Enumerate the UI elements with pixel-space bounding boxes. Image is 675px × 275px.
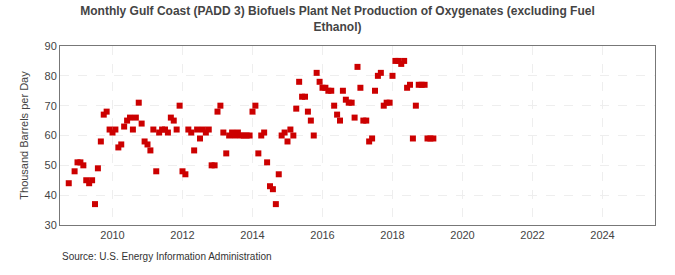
svg-text:2020: 2020 (450, 229, 474, 241)
svg-text:30: 30 (45, 219, 57, 231)
svg-text:40: 40 (45, 189, 57, 201)
svg-text:Thousand Barrels per Day: Thousand Barrels per Day (18, 71, 30, 200)
svg-text:2014: 2014 (240, 229, 264, 241)
svg-text:2012: 2012 (170, 229, 194, 241)
svg-text:2016: 2016 (310, 229, 334, 241)
svg-text:Monthly Gulf Coast (PADD 3) Bi: Monthly Gulf Coast (PADD 3) Biofuels Pla… (80, 4, 594, 34)
svg-text:90: 90 (45, 40, 57, 52)
svg-text:2022: 2022 (520, 229, 544, 241)
svg-text:50: 50 (45, 159, 57, 171)
svg-text:60: 60 (45, 129, 57, 141)
svg-text:70: 70 (45, 100, 57, 112)
svg-text:80: 80 (45, 70, 57, 82)
svg-text:2010: 2010 (100, 229, 124, 241)
svg-text:2024: 2024 (590, 229, 614, 241)
svg-text:2018: 2018 (380, 229, 404, 241)
svg-text:Source: U.S. Energy Informatio: Source: U.S. Energy Information Administ… (62, 251, 272, 262)
